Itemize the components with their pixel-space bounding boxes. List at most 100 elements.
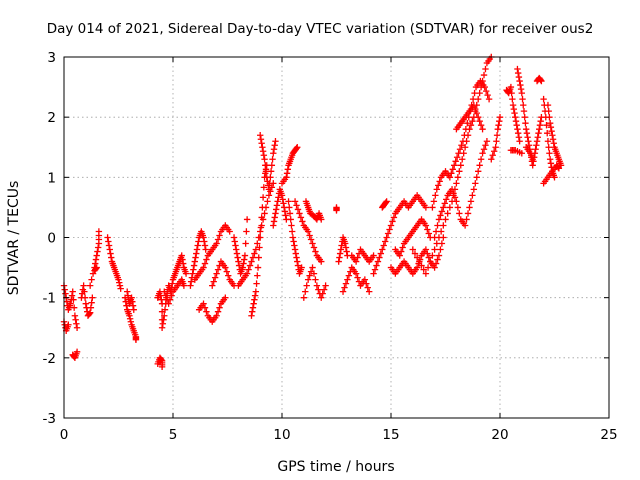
data-point xyxy=(397,248,405,255)
data-point xyxy=(285,198,292,205)
data-point xyxy=(496,113,504,121)
data-point xyxy=(455,150,462,157)
data-point xyxy=(494,126,502,133)
data-point xyxy=(482,65,489,73)
data-point xyxy=(454,174,462,181)
data-point xyxy=(441,200,448,207)
data-point xyxy=(300,294,307,301)
x-tick-label: 5 xyxy=(169,427,178,443)
data-point xyxy=(434,256,441,263)
data-point xyxy=(275,194,282,201)
data-point xyxy=(424,226,431,233)
data-point xyxy=(461,144,469,151)
data-point xyxy=(546,150,553,157)
data-point xyxy=(82,300,89,307)
data-point xyxy=(243,270,251,277)
data-point xyxy=(409,246,416,253)
data-point xyxy=(69,288,76,295)
data-point xyxy=(310,270,318,277)
data-point xyxy=(432,228,440,235)
data-point xyxy=(282,212,289,219)
data-point xyxy=(80,282,87,289)
data-point xyxy=(257,234,264,241)
data-point xyxy=(89,270,97,277)
data-point xyxy=(280,200,287,207)
data-point xyxy=(435,252,443,259)
data-point xyxy=(411,250,419,257)
data-point xyxy=(92,260,99,267)
data-point xyxy=(270,222,277,229)
data-point xyxy=(483,138,491,145)
data-point xyxy=(509,95,516,103)
data-point xyxy=(249,304,257,311)
data-point xyxy=(254,272,261,279)
data-points xyxy=(60,53,565,371)
data-point xyxy=(536,126,543,133)
data-point xyxy=(70,296,77,303)
data-point xyxy=(475,168,482,175)
data-point xyxy=(536,121,544,129)
data-point xyxy=(459,156,466,163)
data-point xyxy=(537,76,544,84)
data-point xyxy=(496,117,503,125)
data-point xyxy=(514,126,521,133)
data-point xyxy=(293,254,300,261)
data-point xyxy=(271,142,278,149)
data-point xyxy=(257,224,265,231)
data-point xyxy=(456,146,464,153)
data-point xyxy=(193,246,201,253)
data-point xyxy=(165,300,172,307)
data-point xyxy=(269,156,276,163)
data-point xyxy=(268,162,276,169)
data-point xyxy=(431,246,438,253)
data-point xyxy=(431,264,438,271)
data-point xyxy=(95,228,103,235)
data-point xyxy=(373,262,380,269)
data-point xyxy=(543,121,550,129)
data-point xyxy=(191,258,198,265)
data-point xyxy=(106,246,113,253)
data-point xyxy=(233,246,240,253)
data-point xyxy=(201,260,209,267)
data-point xyxy=(312,276,319,283)
data-point xyxy=(456,210,463,217)
data-point xyxy=(544,130,551,137)
data-point xyxy=(283,174,290,181)
data-point xyxy=(266,180,273,187)
data-point xyxy=(304,276,312,283)
data-point xyxy=(354,274,361,281)
data-point xyxy=(254,240,261,247)
data-point xyxy=(515,73,523,81)
data-point xyxy=(117,285,124,292)
data-point xyxy=(514,69,522,77)
data-point xyxy=(180,282,188,289)
data-point xyxy=(293,202,300,209)
data-point xyxy=(390,214,398,221)
data-point xyxy=(544,138,552,145)
x-tick-label: 15 xyxy=(382,427,399,443)
data-point xyxy=(288,222,295,229)
data-point xyxy=(248,312,255,319)
data-point xyxy=(187,282,194,289)
data-point xyxy=(241,256,248,263)
data-point xyxy=(462,126,470,133)
data-point xyxy=(259,144,266,151)
data-point xyxy=(201,242,209,249)
data-point xyxy=(550,140,557,147)
data-point xyxy=(490,148,498,155)
y-tick-label: -3 xyxy=(43,411,56,427)
data-point xyxy=(516,138,523,145)
data-point xyxy=(158,363,166,371)
data-point xyxy=(473,174,480,181)
data-point xyxy=(547,123,555,131)
data-point xyxy=(469,95,477,103)
data-point xyxy=(213,240,220,247)
data-point xyxy=(94,248,101,255)
data-point xyxy=(115,276,122,283)
data-point xyxy=(158,356,165,364)
data-point xyxy=(521,113,528,121)
data-point xyxy=(342,244,350,251)
data-point xyxy=(387,222,395,229)
data-point xyxy=(291,198,299,205)
data-point xyxy=(93,252,100,259)
